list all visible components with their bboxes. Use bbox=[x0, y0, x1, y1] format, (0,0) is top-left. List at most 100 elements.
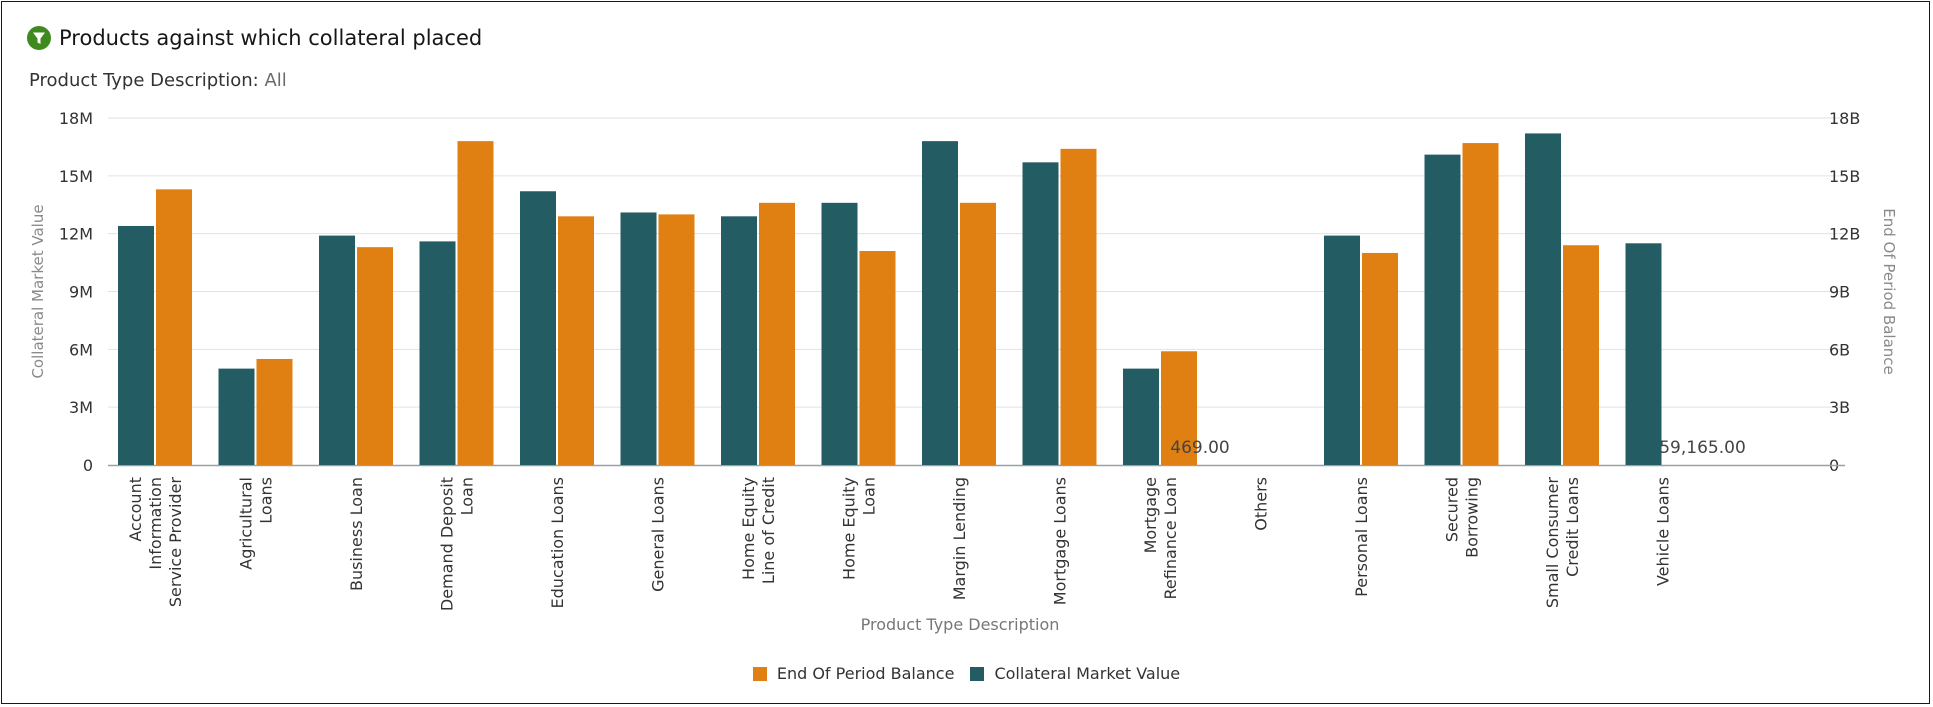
bar-collateral-market-value bbox=[419, 241, 456, 465]
x-tick-label: Mortgage Loans bbox=[1051, 477, 1070, 605]
y-right-tick-label: 3B bbox=[1829, 398, 1850, 417]
x-tick-label-line: Information bbox=[146, 477, 165, 570]
bar-collateral-market-value bbox=[1424, 154, 1461, 465]
legend-label-balance: End Of Period Balance bbox=[776, 664, 955, 683]
x-tick-label-line: Loan bbox=[860, 477, 879, 515]
bar-end-of-period-balance bbox=[1161, 351, 1197, 465]
title-row: Products against which collateral placed bbox=[27, 26, 482, 50]
y-left-tick-label: 12M bbox=[59, 225, 93, 244]
bar-end-of-period-balance bbox=[960, 202, 996, 466]
x-tick-label: Small Consumer Credit Loans bbox=[1543, 477, 1582, 609]
x-tick-label-line: Margin Lending bbox=[950, 477, 969, 600]
bar-collateral-market-value bbox=[520, 191, 556, 465]
x-tick-label: Business Loan bbox=[347, 477, 366, 591]
x-tick-label-line: Line of Credit bbox=[759, 477, 778, 584]
x-tick-label-line: Home Equity bbox=[840, 477, 859, 580]
y-left-tick-label: 3M bbox=[69, 398, 93, 417]
x-tick-label-line: Home Equity bbox=[739, 477, 758, 580]
x-tick-label: Margin Lending bbox=[950, 477, 969, 600]
x-tick-label: Mortgage Refinance Loan bbox=[1141, 477, 1180, 600]
x-tick-label: Home Equity Loan bbox=[840, 477, 879, 580]
y-right-tick-label: 15B bbox=[1829, 167, 1860, 186]
bar-end-of-period-balance bbox=[256, 358, 293, 465]
x-tick-label: General Loans bbox=[649, 477, 668, 592]
bar-collateral-market-value bbox=[118, 225, 154, 465]
x-tick-label: Education Loans bbox=[548, 477, 567, 608]
y-right-tick-label: 9B bbox=[1829, 283, 1850, 302]
x-tick-label: Account Information Service Provider bbox=[126, 477, 185, 608]
filter-summary: Product Type Description: All bbox=[29, 70, 287, 91]
bar-end-of-period-balance bbox=[457, 141, 494, 465]
bar-collateral-market-value bbox=[922, 141, 958, 465]
bar-end-of-period-balance bbox=[658, 214, 695, 465]
bar-collateral-market-value bbox=[319, 235, 355, 465]
bar-end-of-period-balance bbox=[156, 189, 192, 466]
x-tick-label: Demand Deposit Loan bbox=[438, 477, 477, 611]
filter-label: Product Type Description: bbox=[29, 70, 259, 91]
filter-icon[interactable] bbox=[27, 26, 51, 50]
x-tick-label-line: Education Loans bbox=[548, 477, 567, 608]
legend-label-collateral: Collateral Market Value bbox=[994, 664, 1181, 683]
data-label: 59,165.00 bbox=[1659, 438, 1746, 458]
y-left-tick-label: 6M bbox=[69, 340, 93, 359]
x-tick-label-line: Small Consumer bbox=[1543, 477, 1562, 609]
x-tick-label: Others bbox=[1252, 477, 1271, 531]
chart-title: Products against which collateral placed bbox=[59, 26, 483, 50]
legend-item-collateral[interactable]: Collateral Market Value bbox=[970, 664, 1180, 683]
y-right-tick-label: 6B bbox=[1829, 340, 1850, 359]
x-tick-label: Secured Borrowing bbox=[1443, 477, 1482, 558]
x-tick-label-line: Borrowing bbox=[1463, 477, 1482, 558]
filter-value[interactable]: All bbox=[264, 70, 287, 91]
x-tick-label-line: Credit Loans bbox=[1563, 477, 1582, 577]
y-right-tick-label: 18B bbox=[1829, 109, 1860, 128]
x-tick-label-line: Agricultural bbox=[237, 477, 256, 570]
bar-end-of-period-balance bbox=[357, 247, 393, 465]
x-tick-label-line: Demand Deposit bbox=[438, 477, 457, 611]
x-tick-label-line: Loans bbox=[257, 477, 276, 524]
x-tick-label-line: Mortgage Loans bbox=[1051, 477, 1070, 605]
bar-collateral-market-value bbox=[1022, 162, 1059, 466]
x-tick-label-line: Service Provider bbox=[166, 477, 185, 608]
x-tick-label-line: Personal Loans bbox=[1352, 477, 1371, 597]
bar-chart: 03M6M9M12M15M18M03B6B9B12B15B18BCollater… bbox=[29, 109, 1898, 634]
y-left-tick-label: 15M bbox=[59, 167, 93, 186]
x-tick-label-line: Mortgage bbox=[1141, 477, 1160, 553]
bar-end-of-period-balance bbox=[1563, 245, 1599, 465]
bar-collateral-market-value bbox=[1525, 133, 1561, 465]
x-tick-label-line: Vehicle Loans bbox=[1654, 477, 1673, 586]
bar-collateral-market-value bbox=[620, 212, 657, 465]
bar-end-of-period-balance bbox=[558, 216, 594, 465]
y-right-axis-title: End Of Period Balance bbox=[1880, 208, 1898, 375]
bar-collateral-market-value bbox=[721, 216, 757, 465]
y-left-tick-label: 9M bbox=[69, 283, 93, 302]
x-tick-label-line: General Loans bbox=[649, 477, 668, 592]
x-tick-label-line: Secured bbox=[1443, 477, 1462, 542]
x-tick-label: Vehicle Loans bbox=[1654, 477, 1673, 586]
bar-end-of-period-balance bbox=[1060, 148, 1097, 465]
x-tick-label: Home Equity Line of Credit bbox=[739, 477, 778, 584]
bar-end-of-period-balance bbox=[1362, 252, 1398, 465]
bar-collateral-market-value bbox=[1324, 235, 1360, 465]
bar-collateral-market-value bbox=[821, 202, 858, 466]
legend-item-balance[interactable]: End Of Period Balance bbox=[752, 664, 955, 683]
legend: End Of Period Balance Collateral Market … bbox=[0, 664, 1933, 683]
y-right-tick-label: 12B bbox=[1829, 225, 1860, 244]
x-tick-label-line: Loan bbox=[458, 477, 477, 515]
bar-collateral-market-value bbox=[1625, 243, 1662, 465]
x-tick-label: Agricultural Loans bbox=[237, 477, 276, 570]
balance-swatch bbox=[752, 666, 767, 681]
bar-end-of-period-balance bbox=[859, 251, 896, 465]
bar-end-of-period-balance bbox=[759, 202, 795, 466]
y-left-tick-label: 0 bbox=[83, 456, 93, 475]
data-label: 469.00 bbox=[1170, 438, 1229, 458]
bar-collateral-market-value bbox=[1123, 368, 1159, 465]
x-axis-title: Product Type Description bbox=[861, 615, 1060, 634]
bar-end-of-period-balance bbox=[1462, 143, 1499, 466]
collateral-swatch bbox=[970, 666, 985, 681]
y-left-tick-label: 18M bbox=[59, 109, 93, 128]
x-tick-label: Personal Loans bbox=[1352, 477, 1371, 597]
x-tick-label-line: Business Loan bbox=[347, 477, 366, 591]
x-tick-label-line: Account bbox=[126, 477, 145, 542]
y-left-axis-title: Collateral Market Value bbox=[29, 204, 47, 378]
bar-collateral-market-value bbox=[218, 368, 255, 465]
